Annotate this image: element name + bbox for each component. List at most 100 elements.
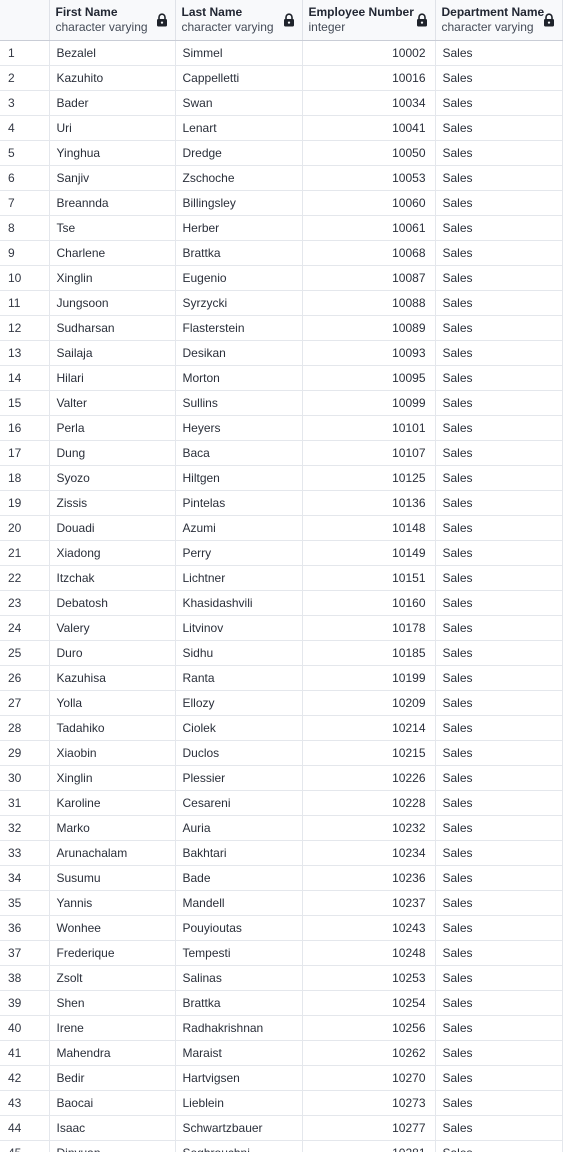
- cell-last-name[interactable]: Ciolek: [175, 715, 303, 741]
- cell-employee-number[interactable]: 10151: [302, 565, 436, 591]
- row-index[interactable]: 23: [0, 590, 50, 616]
- row-index[interactable]: 44: [0, 1115, 50, 1141]
- cell-department-name[interactable]: Sales: [435, 515, 563, 541]
- cell-first-name[interactable]: Kazuhito: [49, 65, 176, 91]
- cell-department-name[interactable]: Sales: [435, 890, 563, 916]
- cell-employee-number[interactable]: 10199: [302, 665, 436, 691]
- column-header-first-name[interactable]: First Name character varying: [49, 0, 176, 41]
- cell-department-name[interactable]: Sales: [435, 590, 563, 616]
- cell-last-name[interactable]: Plessier: [175, 765, 303, 791]
- cell-last-name[interactable]: Bakhtari: [175, 840, 303, 866]
- cell-first-name[interactable]: Xiadong: [49, 540, 176, 566]
- cell-employee-number[interactable]: 10087: [302, 265, 436, 291]
- cell-first-name[interactable]: Susumu: [49, 865, 176, 891]
- table-row[interactable]: 28 Tadahiko Ciolek 10214 Sales: [0, 715, 563, 741]
- table-row[interactable]: 25 Duro Sidhu 10185 Sales: [0, 640, 563, 666]
- cell-last-name[interactable]: Perry: [175, 540, 303, 566]
- row-index[interactable]: 18: [0, 465, 50, 491]
- cell-employee-number[interactable]: 10254: [302, 990, 436, 1016]
- cell-last-name[interactable]: Lenart: [175, 115, 303, 141]
- cell-first-name[interactable]: Karoline: [49, 790, 176, 816]
- row-index[interactable]: 28: [0, 715, 50, 741]
- row-index[interactable]: 29: [0, 740, 50, 766]
- cell-employee-number[interactable]: 10236: [302, 865, 436, 891]
- cell-first-name[interactable]: Frederique: [49, 940, 176, 966]
- cell-department-name[interactable]: Sales: [435, 65, 563, 91]
- row-index[interactable]: 12: [0, 315, 50, 341]
- table-row[interactable]: 19 Zissis Pintelas 10136 Sales: [0, 490, 563, 516]
- cell-last-name[interactable]: Desikan: [175, 340, 303, 366]
- table-row[interactable]: 43 Baocai Lieblein 10273 Sales: [0, 1090, 563, 1116]
- cell-employee-number[interactable]: 10149: [302, 540, 436, 566]
- table-row[interactable]: 18 Syozo Hiltgen 10125 Sales: [0, 465, 563, 491]
- cell-first-name[interactable]: Yannis: [49, 890, 176, 916]
- cell-employee-number[interactable]: 10093: [302, 340, 436, 366]
- cell-employee-number[interactable]: 10262: [302, 1040, 436, 1066]
- cell-last-name[interactable]: Swan: [175, 90, 303, 116]
- table-row[interactable]: 41 Mahendra Maraist 10262 Sales: [0, 1040, 563, 1066]
- row-index[interactable]: 15: [0, 390, 50, 416]
- cell-employee-number[interactable]: 10041: [302, 115, 436, 141]
- table-row[interactable]: 10 Xinglin Eugenio 10087 Sales: [0, 265, 563, 291]
- column-header-employee-number[interactable]: Employee Number integer: [302, 0, 436, 41]
- cell-first-name[interactable]: Yinghua: [49, 140, 176, 166]
- table-row[interactable]: 17 Dung Baca 10107 Sales: [0, 440, 563, 466]
- table-row[interactable]: 5 Yinghua Dredge 10050 Sales: [0, 140, 563, 166]
- cell-department-name[interactable]: Sales: [435, 990, 563, 1016]
- cell-last-name[interactable]: Baca: [175, 440, 303, 466]
- cell-department-name[interactable]: Sales: [435, 740, 563, 766]
- cell-last-name[interactable]: Flasterstein: [175, 315, 303, 341]
- row-index[interactable]: 42: [0, 1065, 50, 1091]
- cell-first-name[interactable]: Bezalel: [49, 40, 176, 66]
- cell-employee-number[interactable]: 10016: [302, 65, 436, 91]
- table-row[interactable]: 9 Charlene Brattka 10068 Sales: [0, 240, 563, 266]
- cell-department-name[interactable]: Sales: [435, 340, 563, 366]
- cell-employee-number[interactable]: 10089: [302, 315, 436, 341]
- cell-last-name[interactable]: Hartvigsen: [175, 1065, 303, 1091]
- cell-first-name[interactable]: Zsolt: [49, 965, 176, 991]
- table-row[interactable]: 3 Bader Swan 10034 Sales: [0, 90, 563, 116]
- cell-department-name[interactable]: Sales: [435, 1140, 563, 1152]
- cell-first-name[interactable]: Xinglin: [49, 765, 176, 791]
- row-index[interactable]: 24: [0, 615, 50, 641]
- table-row[interactable]: 26 Kazuhisa Ranta 10199 Sales: [0, 665, 563, 691]
- cell-employee-number[interactable]: 10101: [302, 415, 436, 441]
- cell-last-name[interactable]: Salinas: [175, 965, 303, 991]
- cell-last-name[interactable]: Herber: [175, 215, 303, 241]
- cell-department-name[interactable]: Sales: [435, 415, 563, 441]
- cell-employee-number[interactable]: 10034: [302, 90, 436, 116]
- cell-last-name[interactable]: Sullins: [175, 390, 303, 416]
- row-index[interactable]: 17: [0, 440, 50, 466]
- cell-employee-number[interactable]: 10226: [302, 765, 436, 791]
- cell-department-name[interactable]: Sales: [435, 565, 563, 591]
- cell-last-name[interactable]: Hiltgen: [175, 465, 303, 491]
- cell-last-name[interactable]: Schwartzbauer: [175, 1115, 303, 1141]
- cell-last-name[interactable]: Seghrouchni: [175, 1140, 303, 1152]
- row-index[interactable]: 25: [0, 640, 50, 666]
- row-index[interactable]: 22: [0, 565, 50, 591]
- cell-last-name[interactable]: Cesareni: [175, 790, 303, 816]
- row-index[interactable]: 14: [0, 365, 50, 391]
- row-index[interactable]: 13: [0, 340, 50, 366]
- table-row[interactable]: 22 Itzchak Lichtner 10151 Sales: [0, 565, 563, 591]
- row-index[interactable]: 11: [0, 290, 50, 316]
- cell-last-name[interactable]: Dredge: [175, 140, 303, 166]
- row-index[interactable]: 20: [0, 515, 50, 541]
- row-index[interactable]: 5: [0, 140, 50, 166]
- cell-last-name[interactable]: Azumi: [175, 515, 303, 541]
- cell-employee-number[interactable]: 10185: [302, 640, 436, 666]
- table-row[interactable]: 35 Yannis Mandell 10237 Sales: [0, 890, 563, 916]
- table-row[interactable]: 31 Karoline Cesareni 10228 Sales: [0, 790, 563, 816]
- table-row[interactable]: 15 Valter Sullins 10099 Sales: [0, 390, 563, 416]
- cell-last-name[interactable]: Lichtner: [175, 565, 303, 591]
- cell-last-name[interactable]: Simmel: [175, 40, 303, 66]
- table-row[interactable]: 1 Bezalel Simmel 10002 Sales: [0, 40, 563, 66]
- cell-first-name[interactable]: Hilari: [49, 365, 176, 391]
- cell-employee-number[interactable]: 10228: [302, 790, 436, 816]
- table-row[interactable]: 34 Susumu Bade 10236 Sales: [0, 865, 563, 891]
- cell-department-name[interactable]: Sales: [435, 165, 563, 191]
- cell-last-name[interactable]: Duclos: [175, 740, 303, 766]
- cell-department-name[interactable]: Sales: [435, 715, 563, 741]
- cell-employee-number[interactable]: 10099: [302, 390, 436, 416]
- column-header-department-name[interactable]: Department Name character varying: [435, 0, 563, 41]
